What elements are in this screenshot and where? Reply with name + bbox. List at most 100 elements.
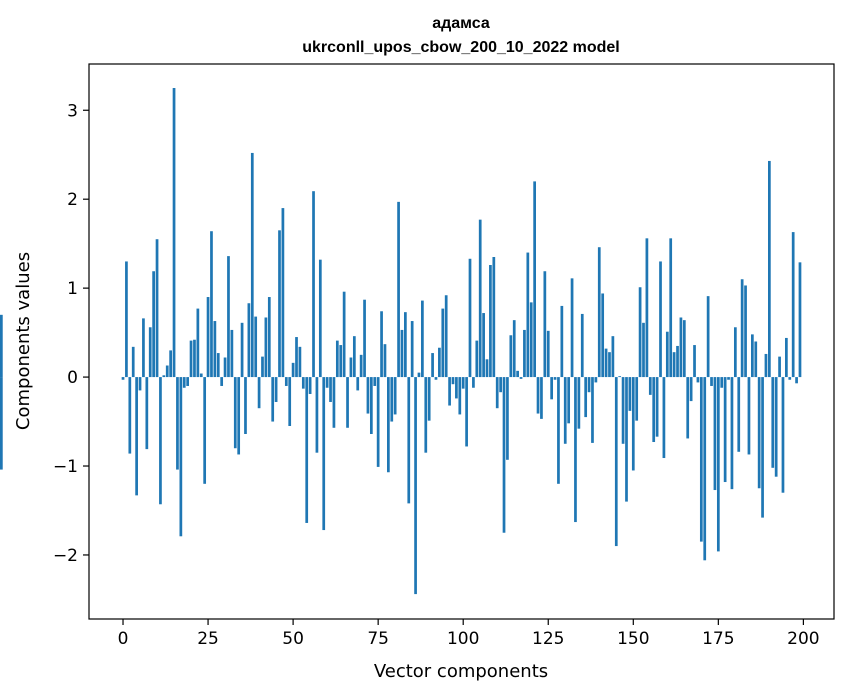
bar (574, 377, 577, 523)
bar (383, 344, 387, 378)
bar (604, 348, 608, 378)
bar (771, 377, 775, 468)
bar (203, 377, 207, 484)
y-tick-label: −1 (53, 457, 78, 477)
bar (407, 377, 411, 504)
chart-title-line2: ukrconll_upos_cbow_200_10_2022 model (302, 39, 619, 56)
bar (438, 347, 441, 378)
bar (196, 308, 200, 378)
bar (682, 320, 686, 378)
bar (227, 256, 230, 378)
bar (706, 296, 710, 378)
bar (631, 377, 635, 471)
bar (169, 350, 172, 378)
bar (625, 377, 628, 502)
bar (182, 377, 186, 388)
bar (563, 377, 567, 444)
bar (404, 312, 407, 378)
bar (768, 160, 771, 378)
bar (519, 377, 523, 379)
x-tick-label: 125 (532, 629, 564, 649)
bar (570, 278, 574, 378)
chart-title-line1: адамса (432, 15, 490, 32)
bar (502, 377, 506, 533)
bar (339, 345, 343, 378)
bar (628, 377, 632, 411)
bar (448, 377, 451, 406)
bar (560, 305, 564, 378)
bar (495, 377, 499, 409)
bar (363, 299, 366, 378)
bar (757, 377, 761, 489)
plot-frame (88, 63, 835, 620)
bar (638, 287, 642, 378)
bar (618, 376, 622, 378)
bar (131, 346, 135, 378)
y-tick-label: 0 (67, 368, 78, 388)
bar (257, 377, 261, 409)
bar (580, 313, 584, 378)
bar (472, 377, 475, 388)
bar (421, 300, 424, 378)
bar (390, 377, 394, 422)
bar (237, 377, 241, 455)
bar (733, 327, 737, 378)
bar (662, 377, 666, 459)
bar (441, 308, 445, 378)
y-tick-label: −2 (53, 546, 78, 566)
bar (686, 377, 690, 439)
bar (635, 377, 639, 421)
bar (550, 377, 554, 400)
bar (352, 336, 356, 378)
bar (295, 337, 298, 378)
x-tick-label: 150 (617, 629, 649, 649)
x-tick-label: 25 (197, 629, 219, 649)
bar (693, 345, 696, 378)
bar (465, 377, 468, 447)
bar (509, 335, 513, 378)
bar (785, 337, 788, 378)
bar (795, 377, 798, 384)
bar (751, 334, 754, 378)
bar (492, 257, 496, 378)
bar (798, 262, 802, 378)
bar (206, 297, 210, 378)
bar (512, 320, 516, 378)
bar (655, 377, 659, 437)
bar (356, 377, 360, 391)
bar (526, 252, 530, 378)
bar (516, 370, 519, 378)
bar (458, 377, 462, 415)
bar (754, 341, 758, 378)
bar (267, 297, 271, 378)
bar (220, 377, 224, 386)
bar (349, 357, 353, 378)
bar (186, 377, 190, 386)
bar (461, 377, 465, 389)
bar (716, 377, 720, 552)
x-tick-label: 200 (787, 629, 819, 649)
bar (761, 377, 764, 518)
bar (250, 152, 254, 378)
bar (451, 377, 455, 385)
bar (720, 377, 724, 388)
bar (165, 365, 169, 378)
bar (648, 377, 652, 395)
bar (652, 377, 656, 443)
bar (744, 285, 747, 378)
bar (417, 372, 421, 378)
x-tick-label: 75 (367, 629, 389, 649)
bar (142, 318, 145, 378)
bar (162, 375, 166, 378)
bar (318, 259, 322, 378)
bar (376, 377, 380, 467)
bar (0, 314, 3, 378)
bar (230, 329, 234, 378)
bar (322, 377, 326, 531)
bar (788, 377, 792, 380)
bar (284, 377, 288, 386)
bar (533, 181, 536, 378)
bar (737, 377, 741, 452)
bar (587, 377, 591, 393)
bar (601, 293, 605, 378)
